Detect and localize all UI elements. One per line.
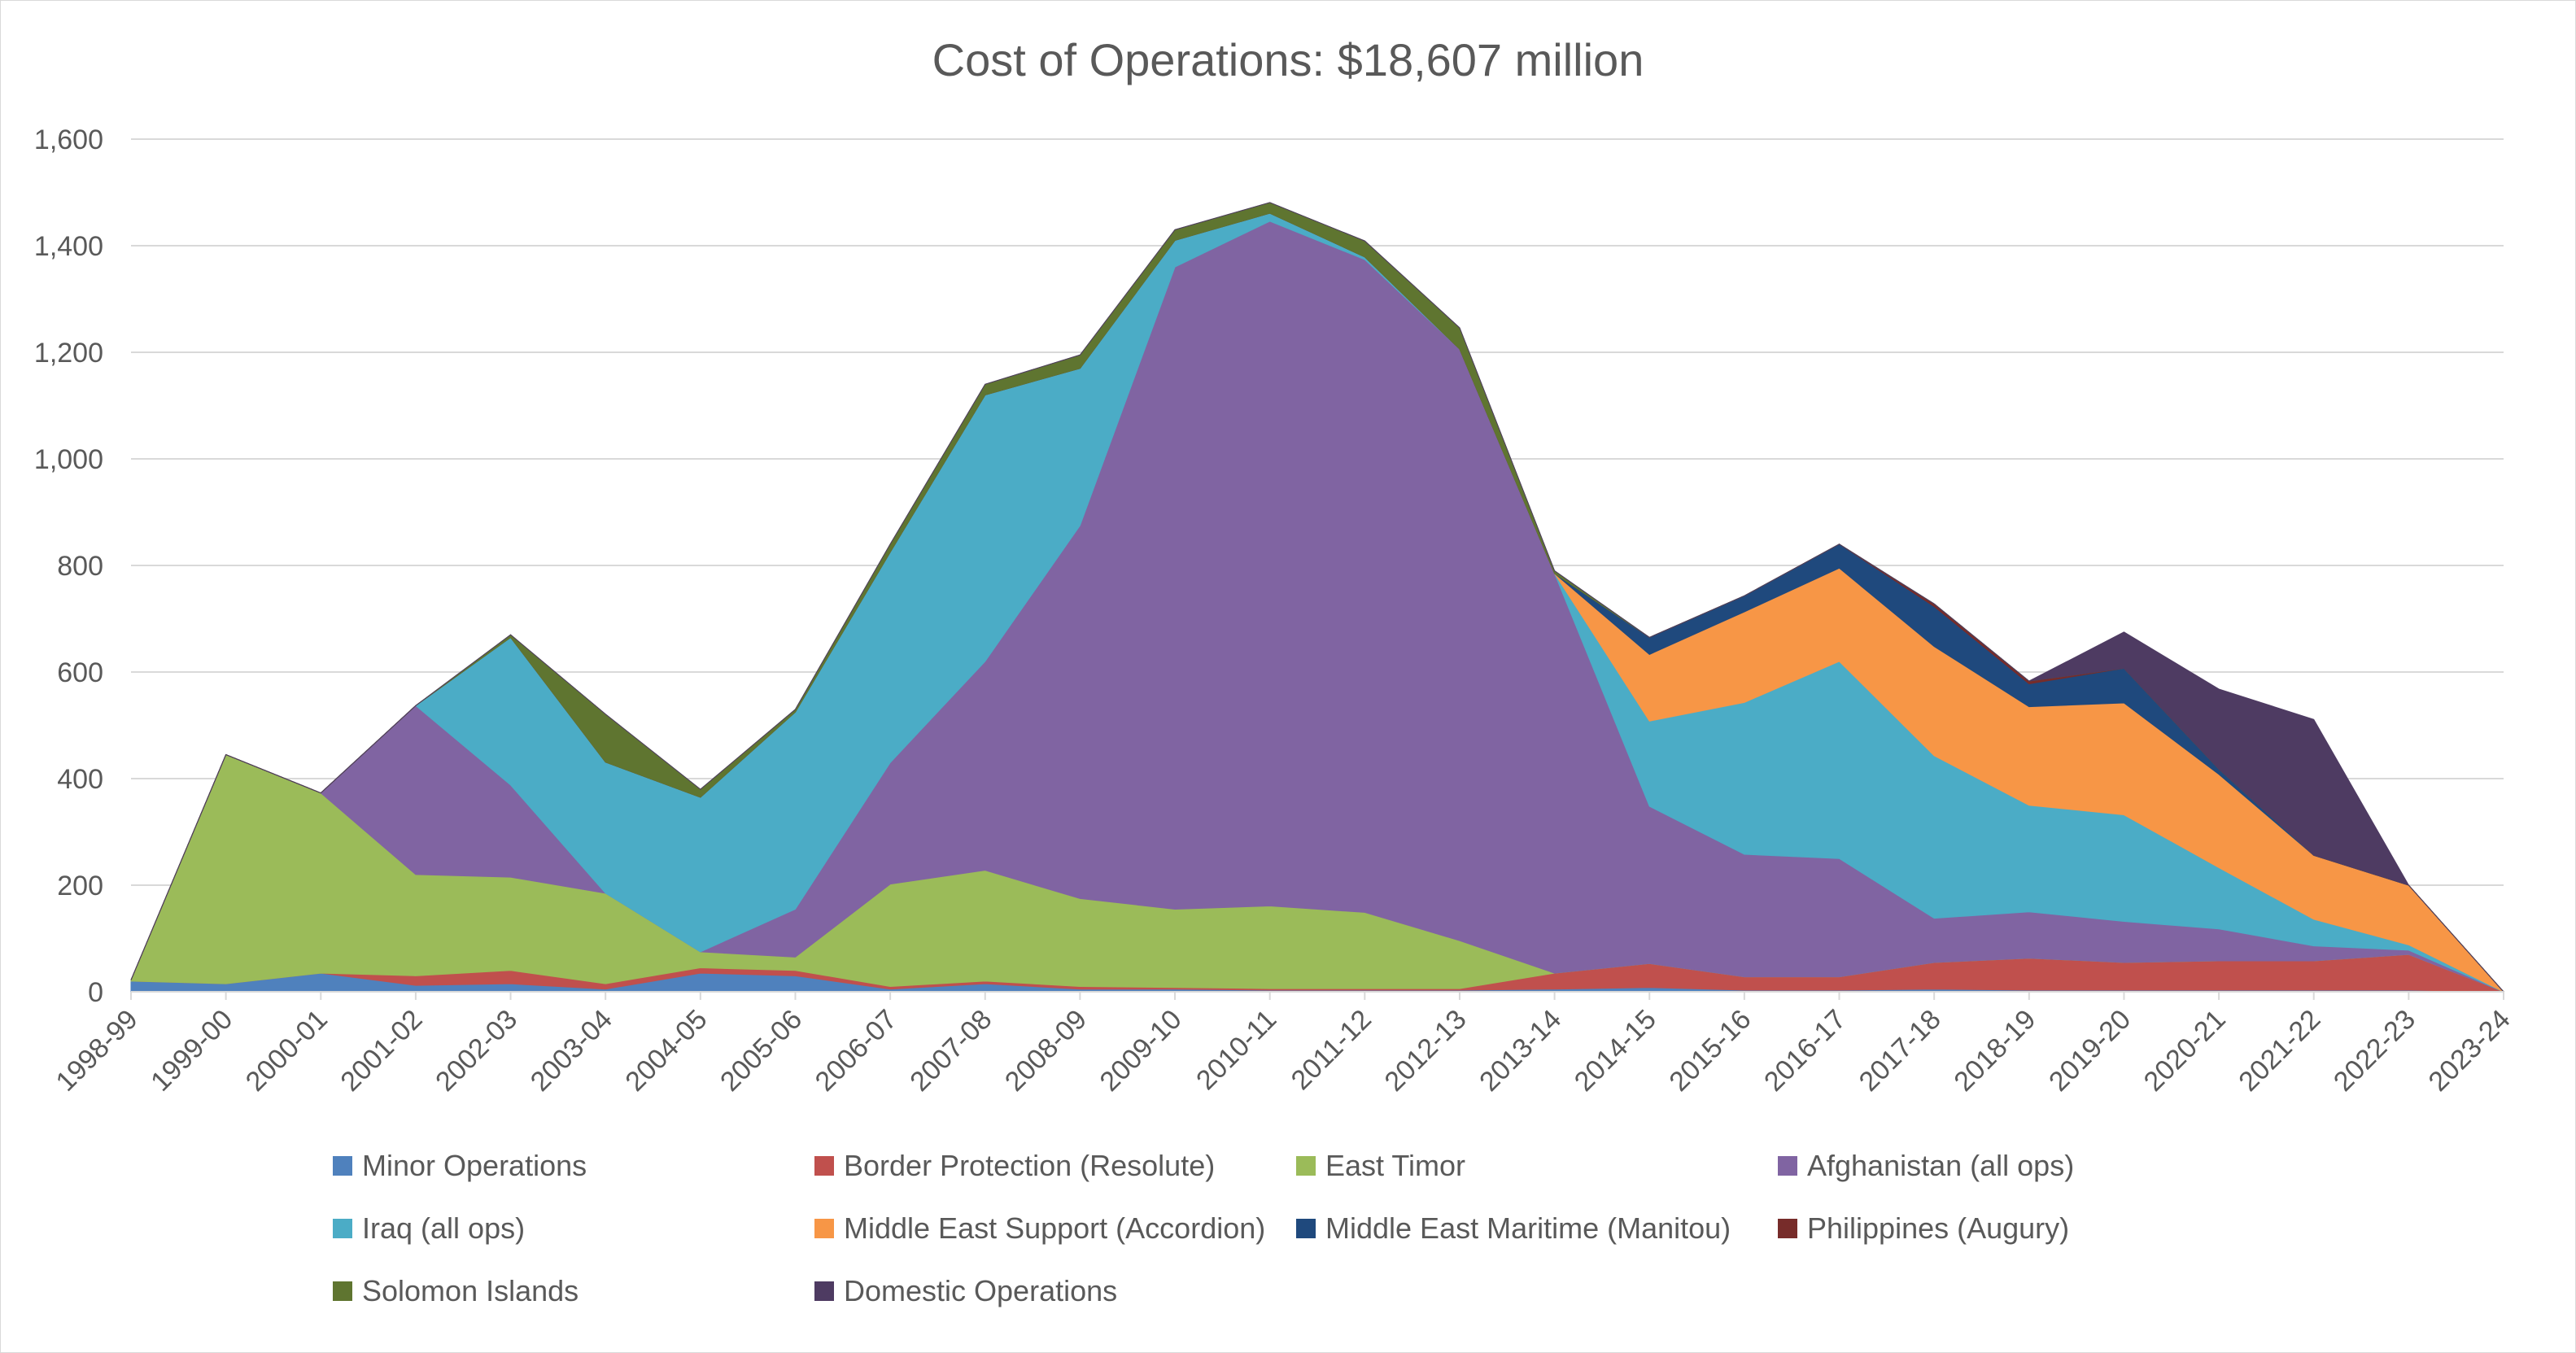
legend-label: Middle East Maritime (Manitou) bbox=[1325, 1211, 1731, 1245]
x-tick-label: 1998-99 bbox=[50, 1004, 144, 1098]
legend-swatch bbox=[1778, 1219, 1797, 1238]
x-tick-label: 2002-03 bbox=[430, 1004, 523, 1098]
x-tick-label: 2020-21 bbox=[2138, 1004, 2232, 1098]
legend-label: Afghanistan (all ops) bbox=[1807, 1149, 2075, 1182]
legend-item: East Timor bbox=[1296, 1146, 1465, 1185]
x-tick-label: 2015-16 bbox=[1663, 1004, 1757, 1098]
x-tick-label: 1999-00 bbox=[145, 1004, 238, 1098]
x-tick-label: 2014-15 bbox=[1569, 1004, 1662, 1098]
x-tick-label: 2008-09 bbox=[999, 1004, 1093, 1098]
x-tick-label: 2003-04 bbox=[525, 1004, 618, 1098]
x-tick-label: 2022-23 bbox=[2328, 1004, 2421, 1098]
x-tick-label: 2016-17 bbox=[1758, 1004, 1852, 1098]
y-tick-label: 0 bbox=[88, 977, 103, 1008]
x-tick-label: 2023-24 bbox=[2423, 1004, 2517, 1098]
legend-swatch bbox=[333, 1281, 352, 1301]
y-tick-label: 1,600 bbox=[34, 124, 103, 155]
legend-item: Solomon Islands bbox=[333, 1272, 579, 1311]
legend-label: Domestic Operations bbox=[844, 1274, 1118, 1307]
legend-swatch bbox=[1296, 1219, 1316, 1238]
x-tick-label: 2011-12 bbox=[1286, 1004, 1378, 1096]
x-tick-label: 2019-20 bbox=[2043, 1004, 2137, 1098]
x-tick-label: 2013-14 bbox=[1474, 1004, 1567, 1098]
legend-label: Iraq (all ops) bbox=[362, 1211, 526, 1245]
x-tick-label: 2006-07 bbox=[810, 1004, 903, 1098]
x-tick-label: 2009-10 bbox=[1094, 1004, 1188, 1098]
legend-label: Border Protection (Resolute) bbox=[844, 1149, 1216, 1182]
legend-item: Border Protection (Resolute) bbox=[814, 1146, 1215, 1185]
legend-swatch bbox=[814, 1281, 834, 1301]
x-tick-label: 2004-05 bbox=[619, 1004, 713, 1098]
x-tick-label: 2018-19 bbox=[1948, 1004, 2041, 1098]
legend-item: Middle East Support (Accordion) bbox=[814, 1209, 1265, 1248]
y-tick-label: 1,200 bbox=[34, 338, 103, 369]
legend-swatch bbox=[1296, 1156, 1316, 1176]
legend-swatch bbox=[814, 1156, 834, 1176]
legend-label: Philippines (Augury) bbox=[1807, 1211, 2070, 1245]
x-tick-label: 2000-01 bbox=[240, 1004, 334, 1098]
x-tick-label: 2017-18 bbox=[1853, 1004, 1947, 1098]
y-tick-label: 1,000 bbox=[34, 444, 103, 475]
stacked-areas bbox=[130, 202, 2504, 993]
y-tick-label: 600 bbox=[57, 657, 103, 688]
x-tick-label: 2007-08 bbox=[904, 1004, 998, 1098]
y-tick-label: 400 bbox=[57, 764, 103, 795]
chart-title: Cost of Operations: $18,607 million bbox=[932, 34, 1644, 85]
legend-item: Iraq (all ops) bbox=[333, 1209, 525, 1248]
x-tick-label: 2005-06 bbox=[714, 1004, 808, 1098]
legend-item: Afghanistan (all ops) bbox=[1778, 1146, 2074, 1185]
legend-item: Minor Operations bbox=[333, 1146, 587, 1185]
legend-item: Middle East Maritime (Manitou) bbox=[1296, 1209, 1731, 1248]
x-tick-label: 2010-11 bbox=[1190, 1004, 1282, 1096]
legend-swatch bbox=[333, 1156, 352, 1176]
x-tick-label: 2021-22 bbox=[2233, 1004, 2326, 1098]
y-tick-label: 800 bbox=[57, 551, 103, 582]
legend-swatch bbox=[333, 1219, 352, 1238]
legend-item: Philippines (Augury) bbox=[1778, 1209, 2069, 1248]
legend-item: Domestic Operations bbox=[814, 1272, 1117, 1311]
x-tick-label: 2001-02 bbox=[334, 1004, 428, 1098]
legend-swatch bbox=[814, 1219, 834, 1238]
x-tick-label: 2012-13 bbox=[1379, 1004, 1473, 1098]
legend-label: Minor Operations bbox=[362, 1149, 587, 1182]
legend-label: Solomon Islands bbox=[362, 1274, 579, 1307]
legend-swatch bbox=[1778, 1156, 1797, 1176]
y-tick-label: 200 bbox=[57, 871, 103, 901]
legend-label: East Timor bbox=[1325, 1149, 1466, 1182]
legend-label: Middle East Support (Accordion) bbox=[844, 1211, 1266, 1245]
y-tick-label: 1,400 bbox=[34, 231, 103, 262]
